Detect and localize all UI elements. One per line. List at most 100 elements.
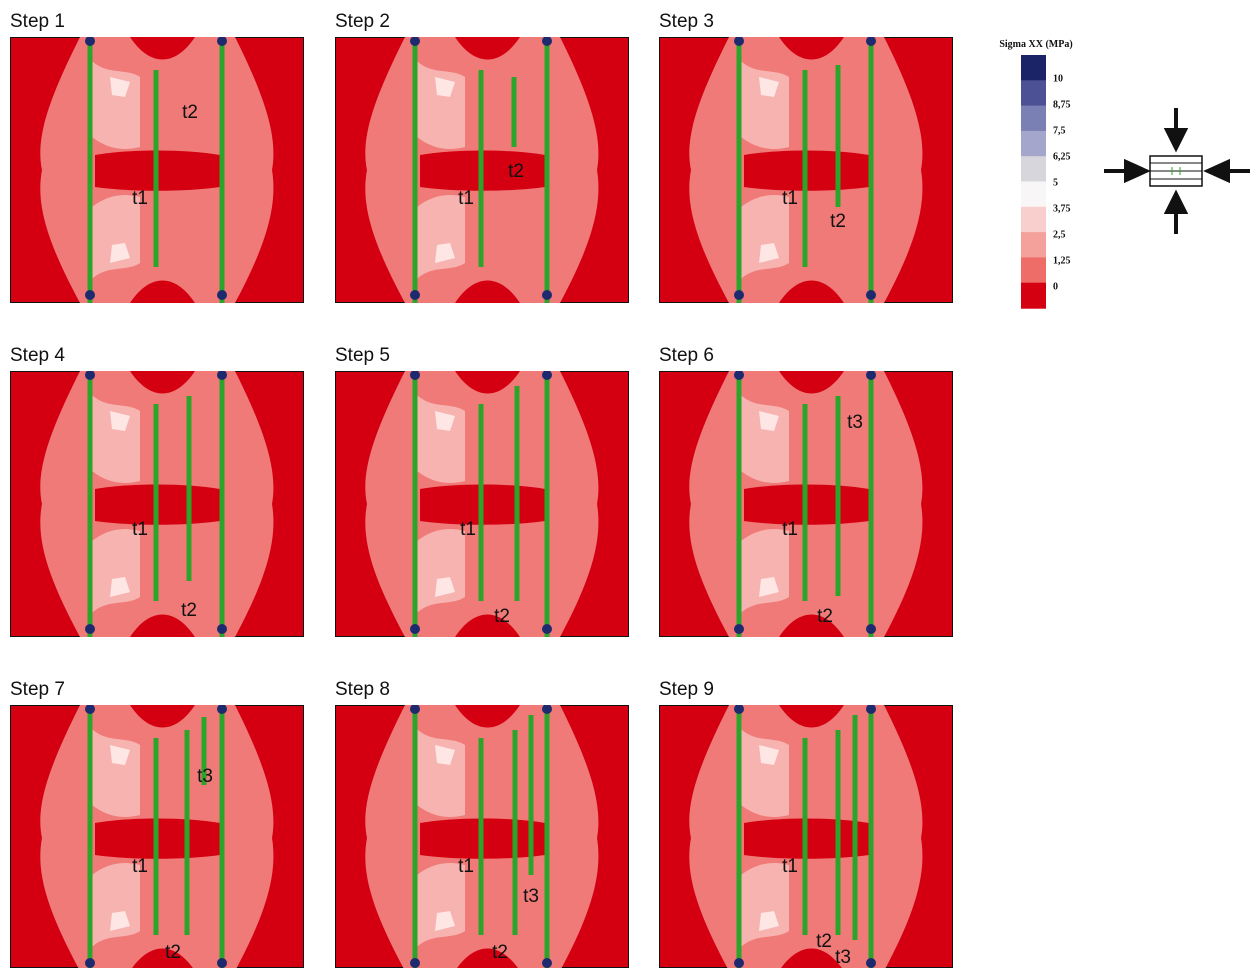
stress-panel: t1 t2 (10, 371, 304, 637)
stress-zone (413, 57, 465, 283)
tip-stress (866, 958, 876, 968)
fracture-label: t3 (197, 766, 213, 787)
fracture-label: t1 (132, 188, 148, 209)
colorbar-label: 2,5 (1053, 229, 1066, 240)
stress-zone (88, 725, 140, 951)
tip-stress (217, 958, 227, 968)
colorbar-swatch (1021, 55, 1046, 81)
stress-panel: t1 t3 t2 (335, 705, 629, 968)
panel-body (10, 371, 304, 637)
colorbar-label: 7,5 (1053, 125, 1066, 136)
tip-stress (866, 624, 876, 634)
tip-stress (85, 37, 95, 46)
step-title: Step 4 (10, 345, 65, 366)
tip-stress (734, 958, 744, 968)
colorbar-swatch (1021, 257, 1046, 284)
fracture-label: t1 (460, 519, 476, 540)
tip-stress (217, 624, 227, 634)
stress-zone (88, 57, 140, 283)
step-title: Step 3 (659, 11, 714, 32)
fracture-label: t2 (816, 931, 832, 952)
colorbar-label: 0 (1053, 281, 1058, 292)
tip-stress (734, 290, 744, 300)
stress-zone (737, 391, 789, 617)
fracture-label: t1 (782, 188, 798, 209)
tip-stress (542, 705, 552, 714)
panel-body (335, 705, 629, 968)
tip-stress (85, 371, 95, 380)
fracture-label: t1 (132, 519, 148, 540)
tip-stress (85, 624, 95, 634)
tip-stress (410, 958, 420, 968)
colorbar-swatch (1021, 105, 1046, 132)
colorbar-label: 8,75 (1053, 99, 1071, 110)
tip-stress (85, 290, 95, 300)
tip-stress (85, 705, 95, 714)
tip-stress (410, 705, 420, 714)
stress-panel: t1 t2 (335, 37, 629, 303)
tip-stress (866, 705, 876, 714)
fracture-label: t3 (523, 886, 539, 907)
tip-stress (542, 624, 552, 634)
step-title: Step 8 (335, 679, 390, 700)
step-title: Step 7 (10, 679, 65, 700)
colorbar-label: 3,75 (1053, 203, 1071, 214)
stress-panel: t1 t2 (335, 371, 629, 637)
tip-stress (217, 290, 227, 300)
colorbar-swatch (1021, 156, 1046, 183)
fracture-label: t2 (492, 942, 508, 963)
colorbar-swatch (1021, 181, 1046, 208)
panel-body (659, 371, 953, 637)
stress-zone (88, 391, 140, 617)
fracture-label: t2 (817, 606, 833, 627)
stress-panel: t3 t1 t2 (659, 371, 953, 637)
tip-stress (410, 290, 420, 300)
fracture-label: t3 (847, 412, 863, 433)
tip-stress (542, 958, 552, 968)
step-title: Step 5 (335, 345, 390, 366)
colorbar-label: 10 (1053, 73, 1063, 84)
panel-body (10, 37, 304, 303)
stress-panel: t3 t1 t2 (10, 705, 304, 968)
fracture-label: t2 (508, 161, 524, 182)
tip-stress (734, 371, 744, 380)
fracture-label: t2 (494, 606, 510, 627)
tip-stress (410, 371, 420, 380)
colorbar-swatch (1021, 232, 1046, 259)
tip-stress (85, 958, 95, 968)
loading-schematic (1104, 108, 1250, 234)
stress-zone (737, 725, 789, 951)
colorbar-label: 5 (1053, 177, 1058, 188)
tip-stress (866, 371, 876, 380)
fracture-label: t2 (182, 102, 198, 123)
tip-stress (866, 290, 876, 300)
fracture-label: t1 (782, 519, 798, 540)
colorbar-label: 6,25 (1053, 151, 1071, 162)
colorbar-swatch (1021, 206, 1046, 233)
tip-stress (410, 37, 420, 46)
fracture-label: t2 (181, 600, 197, 621)
stress-zone (413, 725, 465, 951)
tip-stress (734, 37, 744, 46)
fracture-label: t3 (835, 947, 851, 968)
step-title: Step 2 (335, 11, 390, 32)
fracture-label: t1 (458, 856, 474, 877)
colorbar-swatch (1021, 130, 1046, 157)
stress-zone (737, 57, 789, 283)
panel-body (659, 37, 953, 303)
fracture-label: t1 (782, 856, 798, 877)
step-title: Step 9 (659, 679, 714, 700)
fracture-label: t2 (165, 942, 181, 963)
tip-stress (734, 705, 744, 714)
tip-stress (410, 624, 420, 634)
step-title: Step 1 (10, 11, 65, 32)
tip-stress (866, 37, 876, 46)
stress-panel: t1 t2 (659, 37, 953, 303)
colorbar-swatch (1021, 80, 1046, 107)
tip-stress (542, 37, 552, 46)
stress-panel: t1 t2 (10, 37, 304, 303)
tip-stress (542, 290, 552, 300)
stress-zone (413, 391, 465, 617)
